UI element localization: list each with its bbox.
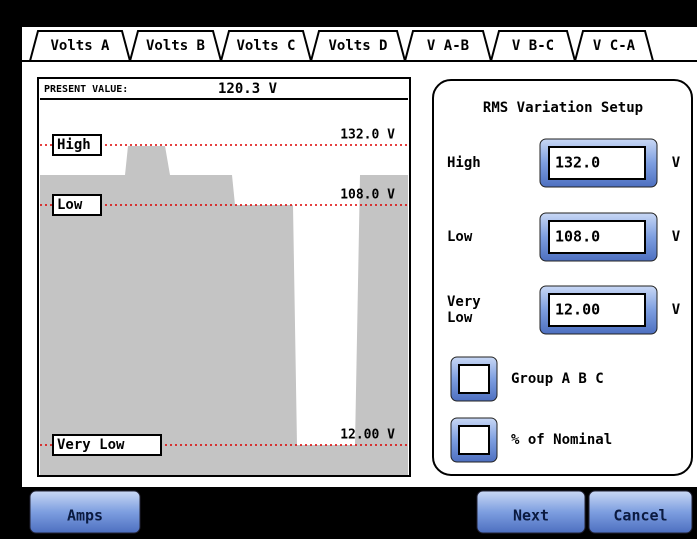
field-input[interactable] (548, 146, 646, 180)
tab-shape (129, 30, 222, 62)
tab-shape (404, 30, 492, 62)
tab[interactable]: Volts A (29, 30, 131, 62)
checkbox-label: Group A B C (511, 371, 604, 387)
tab-shape (29, 30, 131, 62)
present-value: 120.3 V (218, 81, 278, 97)
field-label: Low (447, 310, 473, 326)
checkbox[interactable] (458, 425, 490, 455)
tab-label: Volts C (236, 38, 295, 54)
field-label: Very (447, 294, 481, 310)
level-value: 108.0 V (340, 188, 395, 203)
tab-label: Volts A (50, 38, 110, 54)
level-name: Very Low (57, 437, 125, 453)
graph-area (40, 146, 408, 475)
field-value: 12.00 (555, 301, 600, 319)
field-input[interactable] (548, 220, 646, 254)
button-shape (29, 490, 141, 534)
tab-shape (220, 30, 312, 62)
button[interactable]: Next (476, 490, 586, 534)
tab-label: V A-B (427, 38, 469, 54)
tab-label: Volts D (328, 38, 387, 54)
tab[interactable]: V B-C (490, 30, 576, 62)
button[interactable]: Amps (29, 490, 141, 534)
field-unit: V (672, 155, 681, 171)
field-value: 108.0 (555, 228, 600, 246)
field-unit: V (672, 229, 681, 245)
tab-bar: Volts A Volts B Volts C Volts D V A-B V B-C V … (29, 30, 654, 62)
tab-label: V B-C (512, 38, 554, 54)
field-input[interactable] (548, 293, 646, 327)
level-tag (52, 434, 162, 456)
button[interactable]: Cancel (588, 490, 693, 534)
level-tag (52, 134, 102, 156)
button-shape (588, 490, 693, 534)
present-value-label: PRESENT VALUE: (44, 84, 128, 95)
field-value: 132.0 (555, 154, 600, 172)
level-value: 12.00 V (340, 428, 395, 443)
setup-title: RMS Variation Setup (483, 100, 643, 116)
tab[interactable]: Volts C (220, 30, 312, 62)
field-label: Low (447, 229, 473, 245)
button-label: Next (513, 507, 549, 525)
level-name: High (57, 137, 91, 153)
field-label: High (447, 155, 481, 171)
button-label: Amps (67, 507, 103, 525)
level-name: Low (57, 197, 83, 213)
tab[interactable]: Volts B (129, 30, 222, 62)
tab[interactable]: V C-A (574, 30, 654, 62)
button-shape (476, 490, 586, 534)
checkbox[interactable] (458, 364, 490, 394)
tab[interactable]: Volts D (310, 30, 406, 62)
tab[interactable]: V A-B (404, 30, 492, 62)
level-value: 132.0 V (340, 128, 395, 143)
checkbox-label: % of Nominal (511, 432, 612, 448)
tab-shape (490, 30, 576, 62)
tab-shape (310, 30, 406, 62)
level-tag (52, 194, 102, 216)
tab-label: Volts B (146, 38, 205, 54)
field-unit: V (672, 302, 681, 318)
tab-shape (574, 30, 654, 62)
button-label: Cancel (613, 507, 667, 525)
tab-label: V C-A (593, 38, 636, 54)
